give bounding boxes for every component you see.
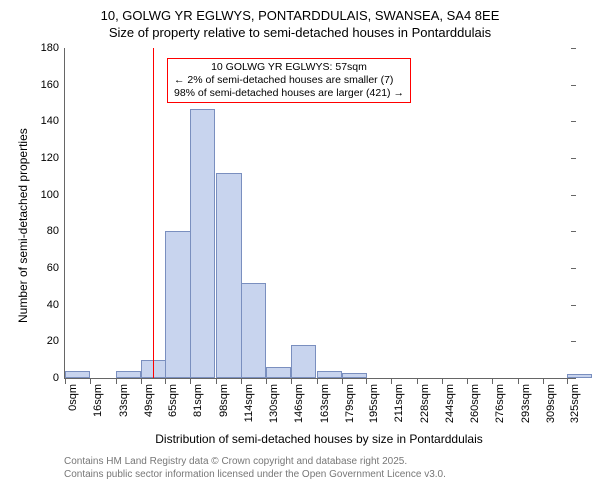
title-line-1: 10, GOLWG YR EGLWYS, PONTARDDULAIS, SWAN…: [0, 8, 600, 25]
y-tick-mark: [571, 378, 576, 379]
y-axis-label: Number of semi-detached properties: [16, 128, 30, 323]
histogram-bar: [291, 345, 316, 378]
y-tick-mark: [571, 158, 576, 159]
x-tick-mark: [391, 379, 392, 384]
y-tick-label: 40: [47, 299, 65, 311]
x-tick-label: 244sqm: [442, 384, 456, 423]
x-tick-mark: [442, 379, 443, 384]
footer-credits: Contains HM Land Registry data © Crown c…: [64, 456, 446, 481]
x-tick-label: 195sqm: [366, 384, 380, 423]
x-tick-mark: [467, 379, 468, 384]
x-tick-mark: [116, 379, 117, 384]
y-tick-label: 160: [41, 79, 65, 91]
x-tick-label: 81sqm: [190, 384, 204, 417]
x-tick-mark: [165, 379, 166, 384]
x-tick-mark: [342, 379, 343, 384]
y-tick-label: 140: [41, 115, 65, 127]
x-tick-label: 276sqm: [492, 384, 506, 423]
x-tick-mark: [317, 379, 318, 384]
x-tick-mark: [417, 379, 418, 384]
footer-line-1: Contains HM Land Registry data © Crown c…: [64, 456, 446, 469]
y-tick-mark: [571, 48, 576, 49]
y-tick-mark: [571, 85, 576, 86]
x-tick-label: 228sqm: [417, 384, 431, 423]
x-tick-label: 114sqm: [241, 384, 255, 422]
x-tick-label: 16sqm: [90, 384, 104, 417]
x-tick-label: 179sqm: [342, 384, 356, 423]
histogram-bar: [241, 283, 266, 378]
y-tick-label: 180: [41, 42, 65, 54]
x-tick-label: 33sqm: [116, 384, 130, 417]
y-tick-label: 100: [41, 189, 65, 201]
x-tick-label: 130sqm: [266, 384, 280, 423]
chart-title: 10, GOLWG YR EGLWYS, PONTARDDULAIS, SWAN…: [0, 0, 600, 42]
y-tick-mark: [571, 268, 576, 269]
x-tick-mark: [518, 379, 519, 384]
x-tick-mark: [291, 379, 292, 384]
x-tick-label: 211sqm: [391, 384, 405, 422]
x-tick-label: 309sqm: [543, 384, 557, 423]
footer-line-2: Contains public sector information licen…: [64, 469, 446, 482]
histogram-bar: [317, 371, 342, 378]
y-tick-mark: [571, 231, 576, 232]
histogram-bar: [342, 373, 367, 379]
x-tick-label: 98sqm: [216, 384, 230, 417]
x-tick-mark: [492, 379, 493, 384]
x-tick-label: 146sqm: [291, 384, 305, 423]
annotation-line: ← 2% of semi-detached houses are smaller…: [174, 74, 404, 87]
y-tick-mark: [571, 341, 576, 342]
y-tick-mark: [571, 305, 576, 306]
y-tick-label: 120: [41, 152, 65, 164]
histogram-bar: [266, 367, 291, 378]
x-tick-label: 325sqm: [567, 384, 581, 423]
title-line-2: Size of property relative to semi-detach…: [0, 25, 600, 42]
x-tick-mark: [216, 379, 217, 384]
y-tick-label: 20: [47, 335, 65, 347]
x-tick-label: 260sqm: [467, 384, 481, 423]
x-tick-mark: [266, 379, 267, 384]
histogram-bar: [165, 231, 190, 378]
x-tick-label: 65sqm: [165, 384, 179, 417]
x-tick-mark: [241, 379, 242, 384]
x-axis-label: Distribution of semi-detached houses by …: [64, 432, 574, 446]
x-tick-label: 49sqm: [141, 384, 155, 417]
x-tick-mark: [366, 379, 367, 384]
y-tick-label: 0: [53, 372, 65, 384]
annotation-box: 10 GOLWG YR EGLWYS: 57sqm← 2% of semi-de…: [167, 58, 411, 103]
x-tick-mark: [65, 379, 66, 384]
y-tick-mark: [571, 121, 576, 122]
annotation-line: 98% of semi-detached houses are larger (…: [174, 87, 404, 100]
histogram-bar: [116, 371, 141, 378]
x-tick-mark: [190, 379, 191, 384]
plot-area: 0204060801001201401601800sqm16sqm33sqm49…: [64, 48, 575, 379]
x-tick-mark: [141, 379, 142, 384]
y-tick-mark: [571, 195, 576, 196]
annotation-line: 10 GOLWG YR EGLWYS: 57sqm: [174, 61, 404, 74]
histogram-bar: [65, 371, 90, 378]
x-tick-mark: [543, 379, 544, 384]
y-tick-label: 80: [47, 225, 65, 237]
x-tick-mark: [567, 379, 568, 384]
y-tick-label: 60: [47, 262, 65, 274]
x-tick-label: 0sqm: [65, 384, 79, 411]
histogram-bar: [567, 374, 592, 378]
x-tick-label: 293sqm: [518, 384, 532, 423]
histogram-bar: [216, 173, 241, 378]
x-tick-mark: [90, 379, 91, 384]
x-tick-label: 163sqm: [317, 384, 331, 423]
reference-line: [153, 48, 154, 378]
histogram-bar: [190, 109, 215, 379]
